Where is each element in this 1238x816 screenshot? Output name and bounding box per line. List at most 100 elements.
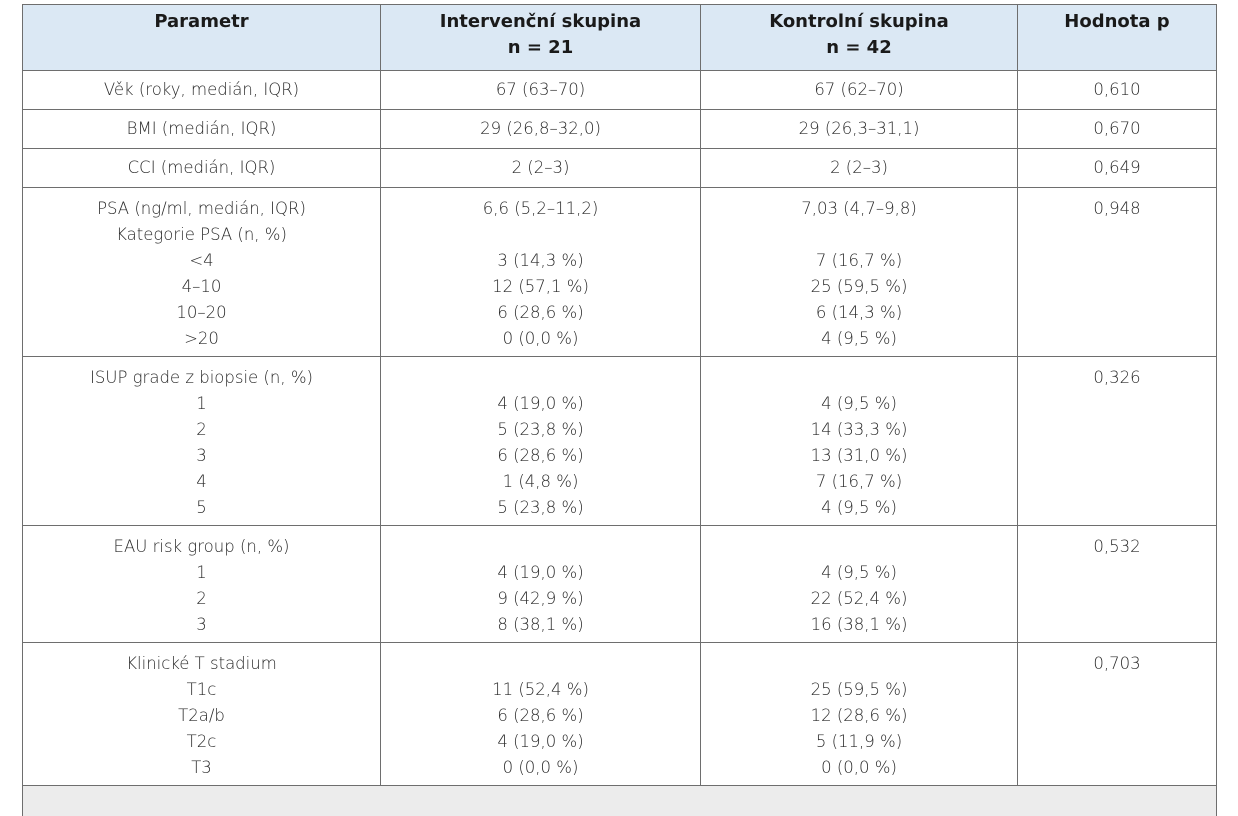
cell-bmi-control: 29 (26,3–31,1) (701, 110, 1018, 149)
table-row-cci: CCI (medián, IQR) 2 (2–3) 2 (2–3) 0,649 (23, 149, 1217, 188)
psa-cat-intervention-2: 6 (28,6 %) (381, 300, 700, 326)
cell-age-intervention: 67 (63–70) (381, 71, 701, 110)
table-row-tstage: Klinické T stadium T1c T2a/b T2c T3 11 (… (23, 643, 1217, 786)
table-row-psa: PSA (ng/ml, medián, IQR) Kategorie PSA (… (23, 188, 1217, 357)
tstage-cat-label-2: T2c (23, 729, 380, 755)
table-row-age: Věk (roky, medián, IQR) 67 (63–70) 67 (6… (23, 71, 1217, 110)
isup-cat-label-4: 5 (23, 495, 380, 521)
tstage-cat-label-1: T2a/b (23, 703, 380, 729)
cell-isup-label: ISUP grade z biopsie (n, %) 1 2 3 4 5 (23, 357, 381, 526)
psa-cat-label-1: 4–10 (23, 274, 380, 300)
table-row-isup: ISUP grade z biopsie (n, %) 1 2 3 4 5 4 … (23, 357, 1217, 526)
cell-psa-intervention: 6,6 (5,2–11,2) 3 (14,3 %) 12 (57,1 %) 6 … (381, 188, 701, 357)
cell-tstage-intervention: 11 (52,4 %) 6 (28,6 %) 4 (19,0 %) 0 (0,0… (381, 643, 701, 786)
psa-cat-control-0: 7 (16,7 %) (701, 248, 1017, 274)
header-intervention-n: n = 21 (381, 35, 700, 61)
isup-cat-intervention-2: 6 (28,6 %) (381, 443, 700, 469)
isup-cat-control-3: 7 (16,7 %) (701, 469, 1017, 495)
isup-cat-label-2: 3 (23, 443, 380, 469)
cell-eau-intervention: 4 (19,0 %) 9 (42,9 %) 8 (38,1 %) (381, 526, 701, 643)
psa-intervention: 6,6 (5,2–11,2) (381, 196, 700, 222)
psa-cat-label-2: 10–20 (23, 300, 380, 326)
cell-eau-p: 0,532 (1018, 526, 1217, 643)
cell-psa-label: PSA (ng/ml, medián, IQR) Kategorie PSA (… (23, 188, 381, 357)
cell-bmi-intervention: 29 (26,8–32,0) (381, 110, 701, 149)
tstage-cat-label-0: T1c (23, 677, 380, 703)
eau-cat-control-1: 22 (52,4 %) (701, 586, 1017, 612)
cell-tstage-p: 0,703 (1018, 643, 1217, 786)
eau-cat-intervention-1: 9 (42,9 %) (381, 586, 700, 612)
eau-p: 0,532 (1018, 534, 1216, 560)
cell-eau-control: 4 (9,5 %) 22 (52,4 %) 16 (38,1 %) (701, 526, 1018, 643)
table-row-eau: EAU risk group (n, %) 1 2 3 4 (19,0 %) 9… (23, 526, 1217, 643)
isup-cat-control-0: 4 (9,5 %) (701, 391, 1017, 417)
cell-bmi-p: 0,670 (1018, 110, 1217, 149)
cell-cci-label: CCI (medián, IQR) (23, 149, 381, 188)
isup-cat-intervention-0: 4 (19,0 %) (381, 391, 700, 417)
psa-cat-intervention-3: 0 (0,0 %) (381, 326, 700, 352)
table-header: Parametr Intervenční skupina n = 21 Kont… (23, 5, 1217, 71)
tstage-cat-intervention-0: 11 (52,4 %) (381, 677, 700, 703)
isup-cat-control-4: 4 (9,5 %) (701, 495, 1017, 521)
psa-cat-control-1: 25 (59,5 %) (701, 274, 1017, 300)
cell-cci-p: 0,649 (1018, 149, 1217, 188)
cell-age-p: 0,610 (1018, 71, 1217, 110)
cell-eau-label: EAU risk group (n, %) 1 2 3 (23, 526, 381, 643)
isup-cat-control-1: 14 (33,3 %) (701, 417, 1017, 443)
psa-p: 0,948 (1018, 196, 1216, 222)
cell-age-label: Věk (roky, medián, IQR) (23, 71, 381, 110)
tstage-cat-intervention-1: 6 (28,6 %) (381, 703, 700, 729)
isup-cat-label-0: 1 (23, 391, 380, 417)
cell-tstage-control: 25 (59,5 %) 12 (28,6 %) 5 (11,9 %) 0 (0,… (701, 643, 1018, 786)
psa-control: 7,03 (4,7–9,8) (701, 196, 1017, 222)
cell-cci-intervention: 2 (2–3) (381, 149, 701, 188)
tstage-cat-control-1: 12 (28,6 %) (701, 703, 1017, 729)
cell-isup-intervention: 4 (19,0 %) 5 (23,8 %) 6 (28,6 %) 1 (4,8 … (381, 357, 701, 526)
psa-cat-intervention-1: 12 (57,1 %) (381, 274, 700, 300)
psa-cat-intervention-0: 3 (14,3 %) (381, 248, 700, 274)
cell-cci-control: 2 (2–3) (701, 149, 1018, 188)
tstage-cat-label-3: T3 (23, 755, 380, 781)
tstage-p: 0,703 (1018, 651, 1216, 677)
psa-label: PSA (ng/ml, medián, IQR) (23, 196, 380, 222)
psa-cat-control-2: 6 (14,3 %) (701, 300, 1017, 326)
table-footer-cell (23, 786, 1217, 816)
isup-label: ISUP grade z biopsie (n, %) (23, 365, 380, 391)
comparison-table: Parametr Intervenční skupina n = 21 Kont… (22, 4, 1217, 816)
cell-bmi-label: BMI (medián, IQR) (23, 110, 381, 149)
cell-tstage-label: Klinické T stadium T1c T2a/b T2c T3 (23, 643, 381, 786)
tstage-label: Klinické T stadium (23, 651, 380, 677)
isup-cat-label-3: 4 (23, 469, 380, 495)
eau-label: EAU risk group (n, %) (23, 534, 380, 560)
eau-cat-label-0: 1 (23, 560, 380, 586)
eau-cat-control-2: 16 (38,1 %) (701, 612, 1017, 638)
tstage-cat-intervention-2: 4 (19,0 %) (381, 729, 700, 755)
psa-cat-label-0: <4 (23, 248, 380, 274)
eau-cat-control-0: 4 (9,5 %) (701, 560, 1017, 586)
tstage-cat-control-2: 5 (11,9 %) (701, 729, 1017, 755)
cell-isup-p: 0,326 (1018, 357, 1217, 526)
cell-psa-control: 7,03 (4,7–9,8) 7 (16,7 %) 25 (59,5 %) 6 … (701, 188, 1018, 357)
eau-cat-intervention-0: 4 (19,0 %) (381, 560, 700, 586)
header-control-title: Kontrolní skupina (701, 9, 1017, 35)
psa-cat-control-3: 4 (9,5 %) (701, 326, 1017, 352)
cell-age-control: 67 (62–70) (701, 71, 1018, 110)
tstage-cat-intervention-3: 0 (0,0 %) (381, 755, 700, 781)
header-intervention-title: Intervenční skupina (381, 9, 700, 35)
header-pvalue: Hodnota p (1018, 5, 1217, 71)
table-footer-row (23, 786, 1217, 816)
tstage-cat-control-3: 0 (0,0 %) (701, 755, 1017, 781)
isup-cat-intervention-3: 1 (4,8 %) (381, 469, 700, 495)
eau-cat-label-2: 3 (23, 612, 380, 638)
header-intervention: Intervenční skupina n = 21 (381, 5, 701, 71)
psa-cat-label: Kategorie PSA (n, %) (23, 222, 380, 248)
header-control: Kontrolní skupina n = 42 (701, 5, 1018, 71)
header-control-n: n = 42 (701, 35, 1017, 61)
eau-cat-label-1: 2 (23, 586, 380, 612)
psa-cat-label-3: >20 (23, 326, 380, 352)
table-row-bmi: BMI (medián, IQR) 29 (26,8–32,0) 29 (26,… (23, 110, 1217, 149)
cell-isup-control: 4 (9,5 %) 14 (33,3 %) 13 (31,0 %) 7 (16,… (701, 357, 1018, 526)
isup-cat-label-1: 2 (23, 417, 380, 443)
isup-cat-intervention-1: 5 (23,8 %) (381, 417, 700, 443)
